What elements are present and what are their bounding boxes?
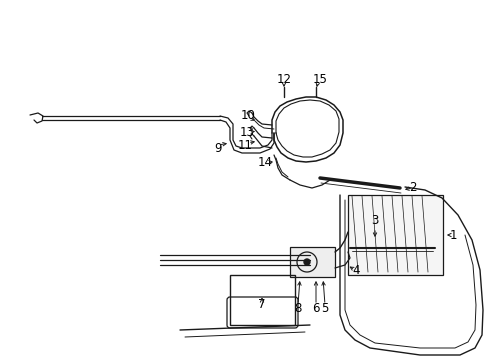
Text: 14: 14 bbox=[257, 156, 272, 168]
Text: 7: 7 bbox=[258, 298, 265, 311]
Text: 4: 4 bbox=[351, 264, 359, 276]
Bar bbox=[347, 195, 442, 275]
Text: 3: 3 bbox=[370, 213, 378, 226]
Text: 15: 15 bbox=[312, 72, 327, 86]
Text: 6: 6 bbox=[312, 302, 319, 315]
Text: 11: 11 bbox=[237, 139, 252, 152]
Text: 13: 13 bbox=[239, 126, 254, 139]
Circle shape bbox=[304, 259, 309, 265]
Text: 1: 1 bbox=[448, 229, 456, 242]
Text: 5: 5 bbox=[321, 302, 328, 315]
Text: 8: 8 bbox=[294, 302, 301, 315]
Bar bbox=[229, 275, 294, 325]
Text: 10: 10 bbox=[240, 108, 255, 122]
Text: 9: 9 bbox=[214, 141, 221, 154]
Text: 12: 12 bbox=[276, 72, 291, 86]
Bar bbox=[289, 247, 334, 277]
Text: 2: 2 bbox=[408, 180, 416, 194]
